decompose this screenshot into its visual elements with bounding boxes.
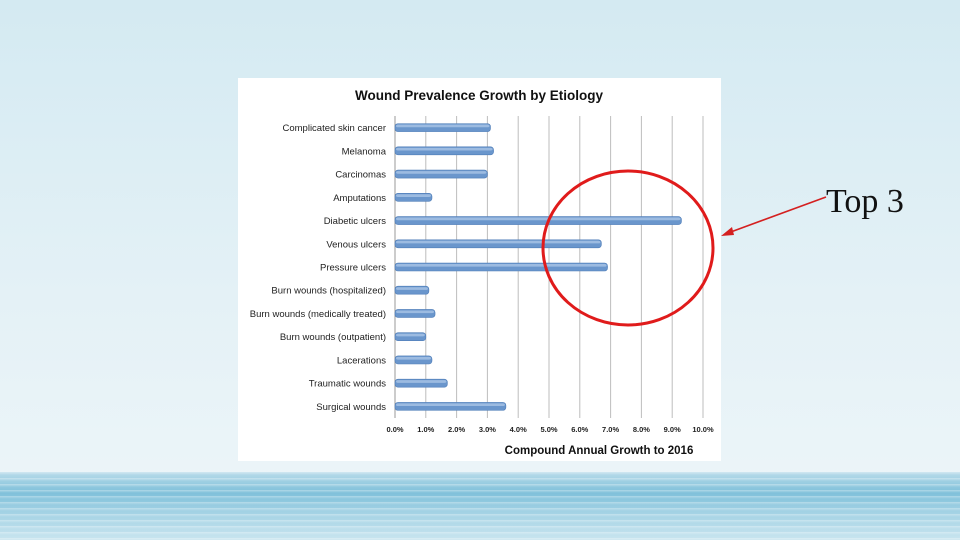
x-tick-label: 1.0% <box>417 425 434 434</box>
category-labels: Complicated skin cancer Melanoma Carcinoma… <box>250 123 387 413</box>
pointer-arrow <box>727 196 827 234</box>
arrow-head-icon <box>721 227 734 236</box>
category-label: Burn wounds (medically treated) <box>250 309 386 320</box>
x-tick-label: 8.0% <box>633 425 650 434</box>
bar-highlight <box>396 380 447 383</box>
x-tick-label: 2.0% <box>448 425 465 434</box>
category-label: Venous ulcers <box>326 239 386 250</box>
category-label: Burn wounds (hospitalized) <box>271 286 386 297</box>
x-tick-label: 7.0% <box>602 425 619 434</box>
bar-highlight <box>396 217 681 221</box>
bar-highlight <box>396 287 428 290</box>
x-axis-label: Compound Annual Growth to 2016 <box>505 445 694 457</box>
category-label: Traumatic wounds <box>309 379 387 390</box>
bar-highlight <box>396 171 487 174</box>
decorative-sea-band <box>0 472 960 540</box>
bar-highlight <box>396 194 431 197</box>
highlight-circle <box>541 169 715 327</box>
x-tick-label: 6.0% <box>571 425 588 434</box>
x-tick-label: 0.0% <box>386 425 403 434</box>
chart-title: Wound Prevalence Growth by Etiology <box>355 88 604 103</box>
bar-layer <box>394 123 682 411</box>
category-label: Diabetic ulcers <box>324 216 387 227</box>
x-tick-labels: 0.0% 1.0% 2.0% 3.0% 4.0% 5.0% 6.0% 7.0% 8.0% 9.0%… <box>386 425 714 434</box>
bar-highlight <box>396 310 435 314</box>
bar-highlight <box>396 333 425 337</box>
bar-highlight <box>396 264 607 267</box>
category-label: Carcinomas <box>335 170 386 181</box>
bar-highlight <box>396 240 601 244</box>
bar-chart: Wound Prevalence Growth by Etiology Comp… <box>250 88 714 457</box>
bar-highlight <box>396 124 490 128</box>
category-label: Lacerations <box>337 355 386 366</box>
category-label: Amputations <box>333 193 386 204</box>
x-tick-label: 9.0% <box>664 425 681 434</box>
x-tick-label: 4.0% <box>510 425 527 434</box>
category-label: Complicated skin cancer <box>283 123 387 134</box>
bar-highlight <box>396 403 505 407</box>
top3-annotation-label: Top 3 <box>826 183 904 220</box>
category-label: Burn wounds (outpatient) <box>280 332 386 343</box>
bar-highlight <box>396 147 493 151</box>
category-label: Surgical wounds <box>316 402 386 413</box>
x-tick-label: 10.0% <box>692 425 714 434</box>
x-tick-label: 5.0% <box>540 425 557 434</box>
category-label: Pressure ulcers <box>320 263 386 274</box>
bar-highlight <box>396 356 431 360</box>
x-tick-label: 3.0% <box>479 425 496 434</box>
chart-image: Wound Prevalence Growth by Etiology Comp… <box>238 78 721 461</box>
category-label: Melanoma <box>342 146 387 157</box>
